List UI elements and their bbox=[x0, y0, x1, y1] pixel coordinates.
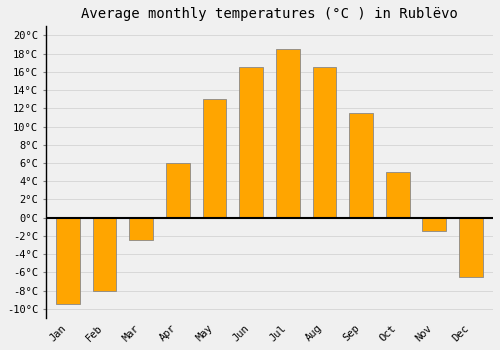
Bar bbox=[129, 218, 153, 240]
Bar bbox=[422, 218, 446, 231]
Bar bbox=[349, 113, 373, 218]
Bar bbox=[276, 49, 299, 218]
Bar bbox=[166, 163, 190, 218]
Title: Average monthly temperatures (°C ) in Rublëvo: Average monthly temperatures (°C ) in Ru… bbox=[81, 7, 458, 21]
Bar bbox=[56, 218, 80, 304]
Bar bbox=[92, 218, 116, 290]
Bar bbox=[312, 67, 336, 218]
Bar bbox=[459, 218, 483, 277]
Bar bbox=[239, 67, 263, 218]
Bar bbox=[202, 99, 226, 218]
Bar bbox=[386, 172, 409, 218]
